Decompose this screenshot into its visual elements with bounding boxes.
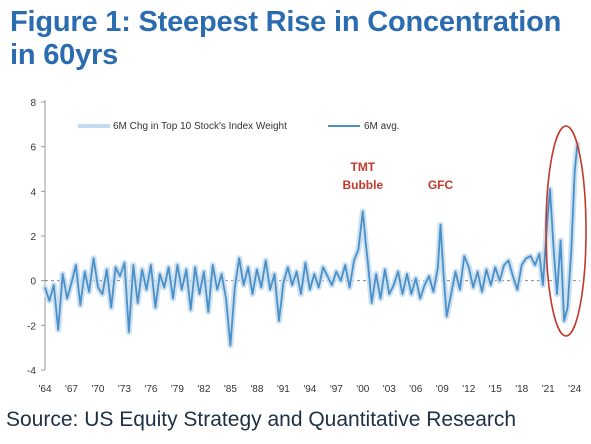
x-tick-label: '21 xyxy=(542,384,555,395)
x-tick-label: '88 xyxy=(250,384,263,395)
x-tick-label: '12 xyxy=(462,384,475,395)
x-tick-label: '82 xyxy=(197,384,210,395)
annotation-label: TMT xyxy=(350,160,375,174)
x-tick-label: '97 xyxy=(330,384,343,395)
x-tick-label: '94 xyxy=(303,384,316,395)
annotation-label: Bubble xyxy=(342,178,383,192)
y-tick-label: 8 xyxy=(30,98,36,109)
x-tick-label: '67 xyxy=(65,384,78,395)
y-axis-ticks: -4 -2 0 2 4 6 8 xyxy=(27,98,45,377)
legend-avg-label: 6M avg. xyxy=(364,121,400,132)
legend: 6M Chg in Top 10 Stock's Index Weight 6M… xyxy=(78,121,400,132)
x-axis-ticks: '64 '67 '70 '73 '76 '79 '82 '85 '88 '91 '94 '97 '00 '… xyxy=(38,384,581,395)
x-tick-label: '85 xyxy=(224,384,237,395)
x-tick-label: '76 xyxy=(144,384,157,395)
x-tick-label: '15 xyxy=(489,384,502,395)
y-tick-label: 6 xyxy=(30,143,36,154)
x-tick-label: '70 xyxy=(91,384,104,395)
y-tick-label: 0 xyxy=(30,277,36,288)
x-tick-label: '09 xyxy=(436,384,449,395)
x-tick-label: '64 xyxy=(38,384,51,395)
annotations: TMT Bubble GFC xyxy=(342,160,453,192)
x-tick-label: '79 xyxy=(171,384,184,395)
y-tick-label: -4 xyxy=(27,366,36,377)
source-note: Source: US Equity Strategy and Quantitat… xyxy=(6,408,517,431)
x-tick-label: '00 xyxy=(356,384,369,395)
y-tick-label: 2 xyxy=(30,232,36,243)
x-tick-label: '91 xyxy=(277,384,290,395)
legend-raw-label: 6M Chg in Top 10 Stock's Index Weight xyxy=(113,121,287,132)
x-tick-label: '73 xyxy=(118,384,131,395)
highlight-ellipse xyxy=(545,125,587,337)
x-tick-label: '18 xyxy=(515,384,528,395)
raw-series-line xyxy=(42,141,581,349)
y-tick-label: -2 xyxy=(27,321,36,332)
annotation-label: GFC xyxy=(428,178,454,192)
avg-series-line xyxy=(44,144,579,347)
x-tick-label: '06 xyxy=(409,384,422,395)
y-tick-label: 4 xyxy=(30,187,36,198)
x-tick-label: '03 xyxy=(383,384,396,395)
x-tick-label: '24 xyxy=(568,384,581,395)
chart-title: Figure 1: Steepest Rise in Concentration… xyxy=(10,6,562,71)
